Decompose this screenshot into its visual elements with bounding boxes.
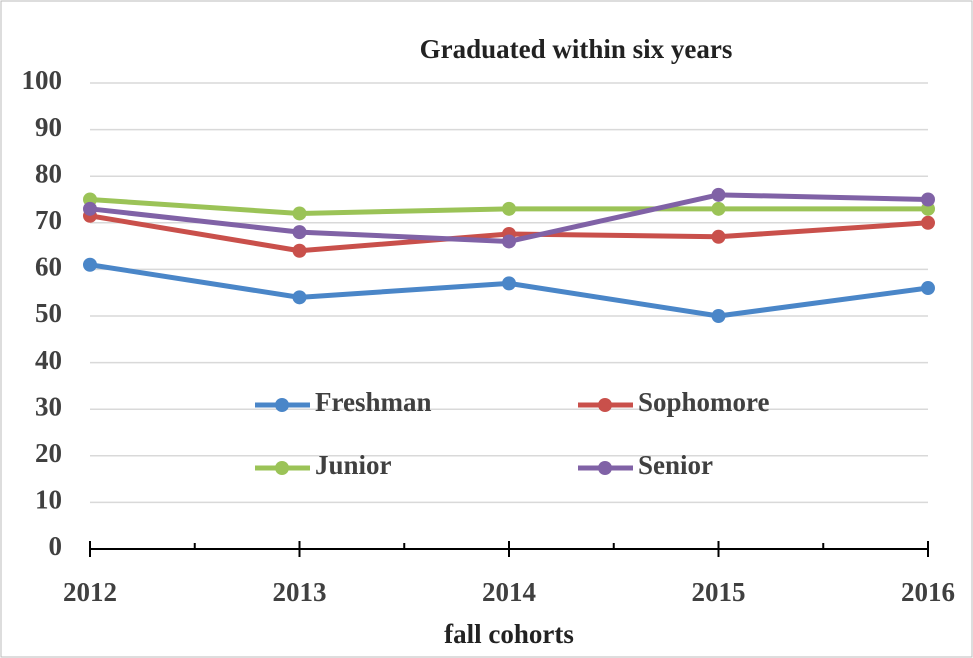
series-marker xyxy=(292,290,307,305)
x-tick-label: 2012 xyxy=(63,577,117,607)
legend-marker xyxy=(275,398,289,412)
x-tick-label: 2013 xyxy=(273,577,327,607)
series-marker xyxy=(502,276,516,291)
y-tick-label: 90 xyxy=(35,112,62,142)
series-marker xyxy=(502,234,516,249)
series-marker xyxy=(711,201,726,216)
y-tick-label: 10 xyxy=(35,485,62,515)
x-tick-label: 2015 xyxy=(692,577,746,607)
series-marker xyxy=(83,257,97,272)
legend-label: Freshman xyxy=(315,387,432,417)
y-tick-label: 50 xyxy=(35,298,62,328)
y-tick-label: 100 xyxy=(22,65,63,95)
series-marker xyxy=(292,206,307,221)
series-marker xyxy=(711,187,726,202)
legend-label: Junior xyxy=(315,450,392,480)
series-marker xyxy=(921,215,935,230)
y-tick-label: 80 xyxy=(35,158,62,188)
legend-marker xyxy=(598,461,612,475)
y-tick-label: 0 xyxy=(49,531,63,561)
series-marker xyxy=(292,225,307,240)
x-tick-label: 2016 xyxy=(901,577,955,607)
series-marker xyxy=(292,243,307,258)
series-marker xyxy=(83,201,97,216)
y-tick-label: 60 xyxy=(35,252,62,282)
legend-label: Senior xyxy=(638,450,713,480)
series-marker xyxy=(502,201,516,216)
y-tick-label: 20 xyxy=(35,438,62,468)
x-tick-label: 2014 xyxy=(482,577,536,607)
x-axis-label: fall cohorts xyxy=(444,619,574,649)
chart-title: Graduated within six years xyxy=(420,34,733,64)
y-tick-label: 30 xyxy=(35,391,62,421)
legend-marker xyxy=(275,461,289,475)
legend-marker xyxy=(598,398,612,412)
series-marker xyxy=(921,281,935,296)
legend-label: Sophomore xyxy=(638,387,770,417)
series-marker xyxy=(711,229,726,244)
y-tick-label: 40 xyxy=(35,345,62,375)
series-marker xyxy=(711,309,726,323)
series-marker xyxy=(921,192,935,207)
y-tick-label: 70 xyxy=(35,205,62,235)
